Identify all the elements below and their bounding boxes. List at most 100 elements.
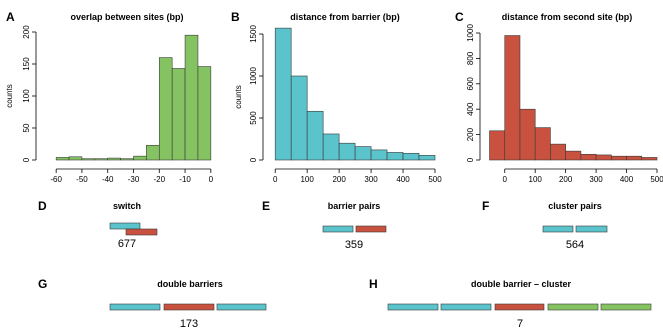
histogram-bar [68, 156, 83, 161]
x-tick-label: 100 [300, 175, 314, 184]
histogram-bar [504, 35, 521, 161]
histogram-bar [386, 152, 404, 161]
x-tick-label: -10 [179, 175, 191, 184]
histogram-bar [133, 155, 147, 161]
panel-label-F: F [482, 199, 489, 213]
histogram-bar [322, 133, 340, 161]
y-tick-label: 200 [22, 25, 31, 39]
x-tick-label: 0 [503, 175, 508, 184]
x-tick-label: 0 [273, 175, 278, 184]
site-segment-cyan [440, 303, 492, 311]
y-tick-label: 600 [466, 77, 475, 91]
histogram-bar [626, 155, 643, 161]
y-axis-label: counts [234, 85, 243, 109]
site-segment-cyan [109, 222, 141, 230]
count-label: 677 [118, 238, 136, 250]
x-tick-label: -40 [102, 175, 114, 184]
histogram-bar [171, 68, 186, 161]
site-segment-cyan [387, 303, 439, 311]
panel-label-G: G [38, 277, 47, 291]
count-label: 564 [566, 239, 584, 251]
histogram-bar [354, 146, 372, 161]
histogram-bar [107, 157, 121, 161]
y-axis-label: counts [5, 84, 14, 108]
x-tick-label: 0 [209, 175, 214, 184]
site-segment-cyan [322, 225, 354, 233]
histogram-bar [565, 150, 582, 161]
histogram-bar [81, 158, 96, 161]
y-tick-label: 1000 [466, 24, 475, 42]
x-tick-label: 300 [589, 175, 603, 184]
x-tick-label: 400 [396, 175, 410, 184]
count-label: 7 [517, 318, 523, 330]
x-tick-label: 400 [620, 175, 634, 184]
histogram-bar [418, 155, 436, 161]
x-tick-label: -60 [50, 175, 62, 184]
histogram-bar [94, 158, 109, 161]
histogram-bar [184, 34, 199, 161]
chart-title: overlap between sites (bp) [70, 12, 183, 22]
histogram-bar [306, 110, 324, 161]
panel-label-E: E [262, 199, 270, 213]
site-segment-green [547, 303, 599, 311]
histogram-bar [519, 108, 536, 161]
histogram-bar [370, 149, 388, 161]
x-tick-label: 100 [529, 175, 543, 184]
x-tick-label: 200 [332, 175, 346, 184]
x-tick-label: 300 [364, 175, 378, 184]
count-label: 359 [345, 239, 363, 251]
count-label: 173 [180, 318, 198, 330]
y-tick-label: 0 [249, 157, 258, 162]
x-tick-label: -50 [76, 175, 88, 184]
diagram-title: double barrier – cluster [471, 279, 572, 289]
y-tick-label: 0 [466, 157, 475, 162]
y-tick-label: 100 [22, 89, 31, 103]
histogram-bar [290, 75, 308, 161]
histogram-bar [550, 143, 566, 161]
y-tick-label: 50 [22, 123, 31, 132]
x-tick-label: 500 [650, 175, 663, 184]
panel-label-A: A [6, 10, 15, 24]
y-tick-label: 400 [466, 102, 475, 116]
y-tick-label: 1000 [249, 67, 258, 85]
histogram-bar [120, 158, 134, 161]
histogram-bar [402, 152, 420, 161]
histogram-bar [197, 66, 212, 161]
histogram-bar [338, 142, 356, 161]
histogram-bar [641, 157, 658, 161]
diagram-title: double barriers [157, 279, 223, 289]
site-segment-cyan [216, 303, 267, 311]
diagram-title: switch [113, 201, 141, 211]
chart-title: distance from second site (bp) [502, 12, 633, 22]
x-tick-label: 200 [559, 175, 573, 184]
diagram-title: cluster pairs [548, 201, 602, 211]
panel-label-B: B [231, 10, 240, 24]
panel-label-H: H [369, 277, 378, 291]
histogram-bar [158, 57, 173, 161]
site-segment-red [125, 228, 158, 236]
panel-label-C: C [455, 10, 464, 24]
panel-label-D: D [38, 199, 47, 213]
site-segment-green [600, 303, 652, 311]
x-tick-label: -30 [128, 175, 140, 184]
y-tick-label: 200 [466, 127, 475, 141]
histogram-bar [274, 27, 292, 161]
site-segment-red [355, 225, 387, 233]
diagram-title: barrier pairs [328, 201, 381, 211]
y-tick-label: 0 [22, 157, 31, 162]
x-tick-label: 500 [428, 175, 442, 184]
histogram-bar [489, 130, 506, 161]
histogram-bar [534, 127, 551, 161]
site-segment-red [494, 303, 545, 311]
y-tick-label: 150 [22, 57, 31, 71]
chart-title: distance from barrier (bp) [290, 12, 400, 22]
site-segment-cyan [542, 225, 574, 233]
site-segment-cyan [575, 225, 608, 233]
y-tick-label: 500 [249, 111, 258, 125]
site-segment-cyan [109, 303, 161, 311]
x-tick-label: -20 [154, 175, 166, 184]
histogram-bar [595, 154, 612, 161]
histogram-bar [580, 153, 597, 161]
histogram-bar [55, 157, 70, 161]
